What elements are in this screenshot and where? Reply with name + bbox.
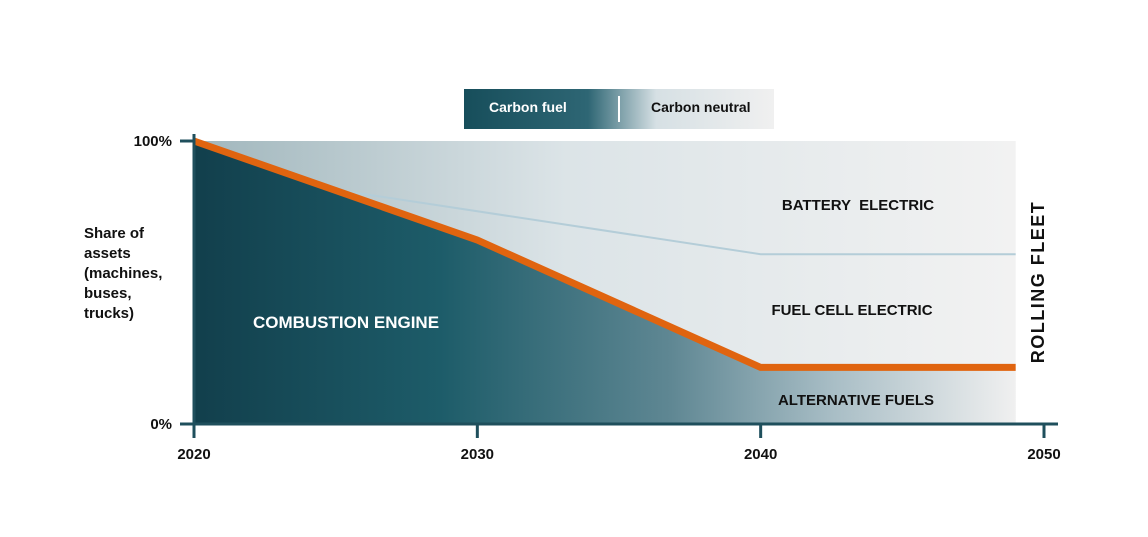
- region-label-battery-electric: BATTERY ELECTRIC: [782, 197, 934, 214]
- y-axis-label-line: trucks): [84, 305, 135, 322]
- legend-carbon-fuel: Carbon fuel: [489, 99, 567, 115]
- y-tick-label: 100%: [134, 133, 172, 150]
- battery-boundary-line: [349, 190, 1016, 256]
- rolling-fleet-label: ROLLING FLEET: [1028, 201, 1048, 364]
- region-label-fuel-cell-electric: FUEL CELL ELECTRIC: [771, 302, 932, 319]
- region-label-alternative-fuels: ALTERNATIVE FUELS: [778, 392, 934, 409]
- x-tick-label: 2030: [461, 446, 494, 463]
- x-tick-label: 2050: [1027, 446, 1060, 463]
- y-axis-label-line: Share of: [84, 225, 145, 242]
- y-axis-label-line: buses,: [84, 285, 132, 302]
- region-label-combustion-engine: COMBUSTION ENGINE: [253, 313, 439, 332]
- combustion-boundary-line: [192, 137, 1016, 371]
- x-tick-label: 2040: [744, 446, 777, 463]
- upper-region-shade: [194, 141, 1016, 368]
- combustion-engine-area: [194, 141, 1016, 424]
- y-tick-label: 0%: [150, 416, 172, 433]
- y-axis-label-line: (machines,: [84, 265, 163, 282]
- y-axis-label: Share of assets (machines, buses, trucks…: [84, 224, 174, 324]
- x-tick-label: 2020: [177, 446, 210, 463]
- legend-carbon-neutral: Carbon neutral: [651, 99, 751, 115]
- y-axis-label-line: assets: [84, 245, 131, 262]
